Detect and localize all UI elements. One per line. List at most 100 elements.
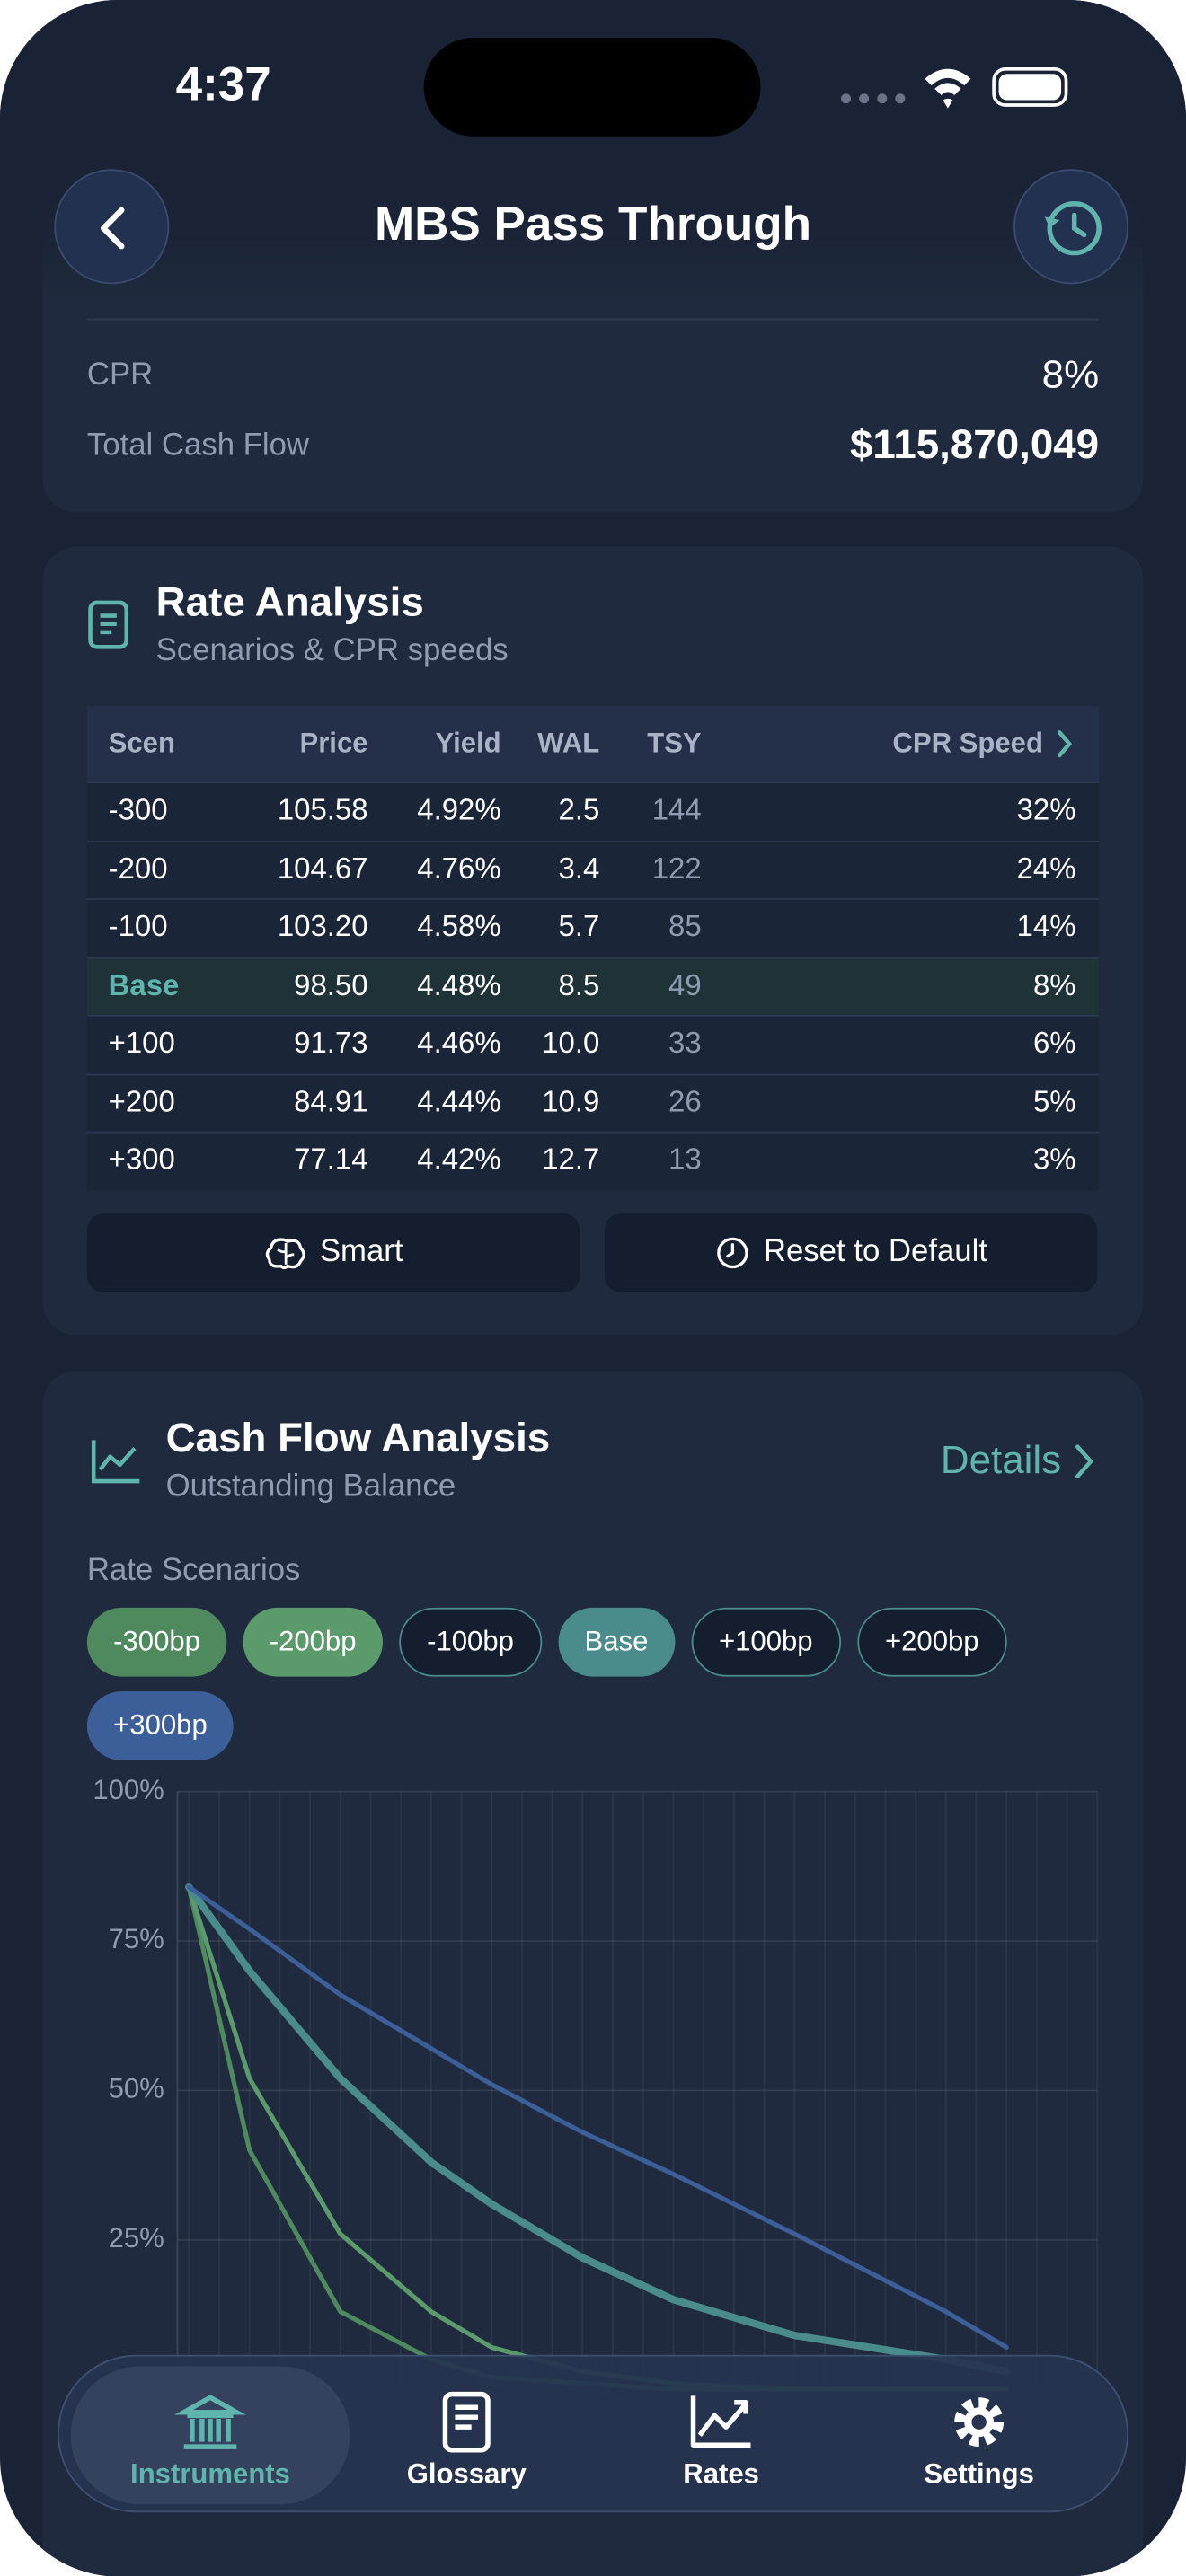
tab[interactable]: Glossary [327,2367,606,2505]
summary-label: CPR [86,357,154,393]
table-cell: 8% [1032,967,1076,1001]
tab-label: Rates [683,2457,759,2490]
table-row [86,1131,1100,1190]
screen-title: MBS Pass Through [374,198,812,251]
table-cell: 10.0 [542,1026,600,1060]
table-row [86,898,1100,957]
details-chevron [1075,1444,1094,1478]
summary-label: Total Cash Flow [86,428,310,463]
smart-button[interactable]: Smart [86,1213,580,1292]
scenario-chips: -300bp -200bp -100bp Base +100bp +200bp +300bp [86,1607,1007,1760]
details-link[interactable]: Details [940,1438,1062,1483]
table-cell: 32% [1016,793,1076,826]
tab-icon [954,2397,1005,2448]
tab-label: Settings [924,2457,1034,2490]
y-tick-label: 25% [109,2222,164,2254]
scenario-line [185,1883,1011,2376]
tab-bar: Instruments Glossary Rates Settings [57,2354,1129,2513]
summary-value: 8% [1041,353,1100,398]
table-cell: 91.73 [294,1026,368,1060]
column-header: Yield [435,727,501,759]
table-cell: 4.92% [417,793,501,826]
scenario-chip[interactable]: +300bp [86,1691,234,1760]
section-title: Rate Analysis [155,579,424,626]
table-cell: 105.58 [277,793,368,826]
table-row [86,781,1100,840]
divider [86,318,1100,321]
reset-icon [716,1237,748,1269]
y-tick-label: 100% [93,1774,164,1805]
table-cell: 4.42% [417,1142,501,1177]
table-cell: 5.7 [558,909,600,943]
tab-icon [442,2391,491,2453]
tab[interactable]: Rates [581,2367,861,2505]
table-cell: 26 [668,1084,702,1118]
highlight-row [86,956,1100,1015]
table-cell: 4.48% [417,967,501,1001]
table-cell: 103.20 [277,909,368,943]
scenario-chip[interactable]: +100bp [690,1607,841,1677]
table-cell: Base [108,967,180,1001]
tab-icon [690,2395,751,2448]
table-cell: 144 [651,793,702,826]
table-cell: 84.91 [294,1084,368,1118]
table-cell: 5% [1032,1084,1076,1118]
y-tick-label: 75% [109,1923,164,1954]
table-cell: 8.5 [558,967,600,1001]
button-label: Reset to Default [763,1234,988,1270]
tab-icon [174,2395,246,2449]
history-icon [1044,200,1102,256]
back-icon [100,207,125,250]
table-cell: 4.58% [417,909,501,943]
tab[interactable]: Settings [839,2367,1119,2505]
table-row [86,840,1100,898]
table-row [86,1072,1100,1132]
history-button[interactable] [1013,169,1129,285]
table-cell: 2.5 [558,793,600,826]
scenario-chip[interactable]: Base [558,1607,675,1677]
table-cell: 3.4 [558,851,600,885]
dynamic-island [423,38,761,137]
table-cell: 104.67 [277,851,368,885]
table-cell: 122 [651,851,702,885]
scenario-chip[interactable]: -100bp [399,1607,542,1677]
status-icons [841,66,1068,109]
table-cell: 24% [1016,851,1076,885]
column-header: Price [299,727,368,759]
table-header [86,706,1100,782]
brain-icon [265,1238,305,1270]
scenario-line [186,1884,1009,2351]
column-header: CPR Speed [892,727,1043,759]
tab-label: Instruments [130,2457,290,2490]
chevron-path [1057,730,1073,758]
status-time: 4:37 [175,58,271,112]
scenario-table: Scen Price Yield WAL TSY CPR Speed -300 105.58 4… [86,706,1100,1191]
table-cell: 12.7 [542,1142,600,1177]
table-cell: 4.44% [417,1084,501,1118]
scenario-chip[interactable]: +200bp [856,1607,1007,1677]
table-cell: 4.46% [417,1026,501,1060]
scenario-chip[interactable]: -300bp [86,1607,227,1677]
reset-button[interactable]: Reset to Default [604,1213,1098,1292]
table-cell: 77.14 [294,1142,368,1177]
table-cell: 13 [668,1142,702,1177]
column-header: WAL [537,727,600,759]
y-tick-label: 50% [109,2073,164,2104]
back-button[interactable] [54,169,170,285]
chart-icon [91,1440,140,1484]
table-cell: 85 [668,909,702,943]
table-cell: 10.9 [542,1084,600,1118]
table-cell: 4.76% [417,851,501,885]
table-cell: -300 [108,793,168,826]
table-cell: 33 [668,1026,702,1060]
scenarios-label: Rate Scenarios [86,1553,301,1588]
scenario-chip[interactable]: -200bp [243,1607,383,1677]
column-header: TSY [647,727,702,759]
active-tab[interactable]: Instruments [70,2366,350,2505]
table-cell: 14% [1016,909,1076,943]
table-cell: -200 [108,851,168,885]
section-subtitle: Scenarios & CPR speeds [155,633,509,669]
